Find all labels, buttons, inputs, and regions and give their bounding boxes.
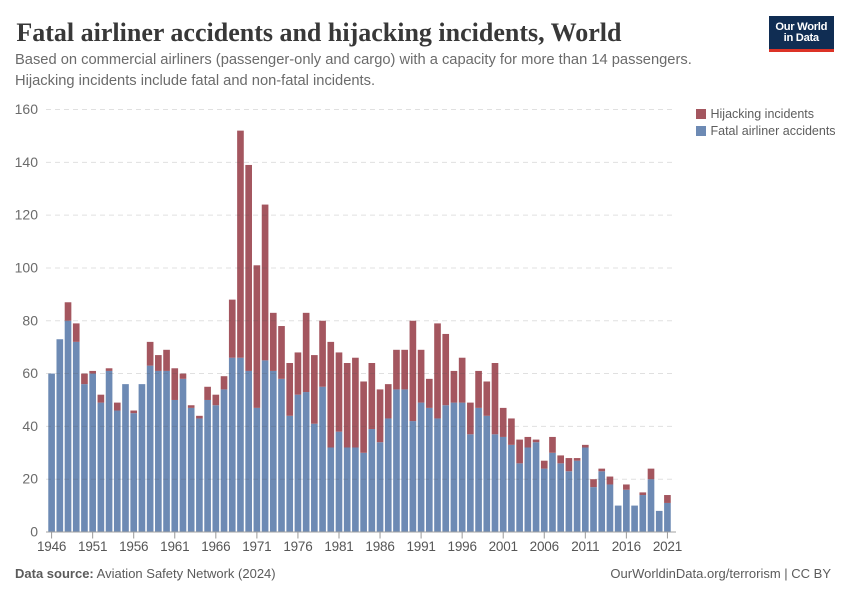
svg-text:100: 100 — [15, 259, 39, 275]
svg-text:40: 40 — [22, 418, 38, 434]
svg-text:80: 80 — [22, 312, 38, 328]
svg-text:2001: 2001 — [489, 539, 518, 554]
svg-text:120: 120 — [15, 207, 39, 223]
svg-text:1976: 1976 — [283, 539, 312, 554]
svg-text:160: 160 — [15, 101, 39, 117]
svg-text:1951: 1951 — [78, 539, 107, 554]
svg-text:1991: 1991 — [406, 539, 435, 554]
svg-text:1966: 1966 — [201, 539, 230, 554]
svg-text:1961: 1961 — [160, 539, 189, 554]
svg-text:1956: 1956 — [119, 539, 148, 554]
svg-text:1996: 1996 — [448, 539, 477, 554]
svg-text:0: 0 — [30, 524, 38, 540]
svg-text:2011: 2011 — [571, 539, 599, 554]
svg-text:140: 140 — [15, 154, 39, 170]
svg-text:1971: 1971 — [242, 539, 271, 554]
svg-text:1946: 1946 — [37, 539, 66, 554]
svg-text:1981: 1981 — [324, 539, 353, 554]
svg-text:20: 20 — [22, 471, 38, 487]
svg-text:2006: 2006 — [530, 539, 559, 554]
svg-text:60: 60 — [22, 365, 38, 381]
svg-text:1986: 1986 — [365, 539, 394, 554]
svg-text:2016: 2016 — [612, 539, 641, 554]
svg-text:2021: 2021 — [653, 539, 682, 554]
